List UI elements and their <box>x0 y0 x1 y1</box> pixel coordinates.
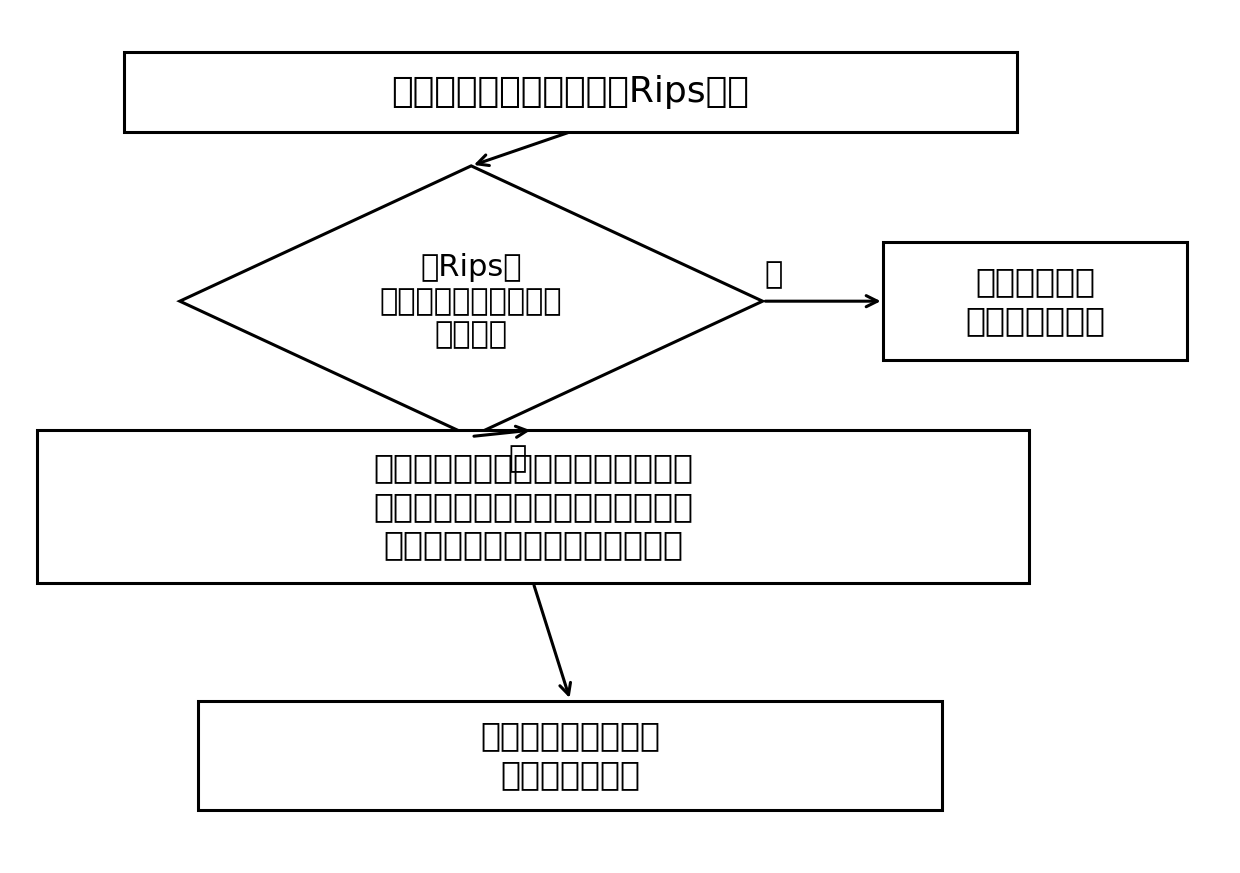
Text: 分别针对各个空洞，获得空洞分别相
对各个感知节点的最小跳数，作为该
空洞分别相对各个感知节点的权重: 分别针对各个空洞，获得空洞分别相 对各个感知节点的最小跳数，作为该 空洞分别相对… <box>373 451 693 561</box>
Bar <box>198 700 942 810</box>
Bar <box>124 52 1017 132</box>
Text: 针对无线传感器网络构建Rips复形: 针对无线传感器网络构建Rips复形 <box>392 75 749 108</box>
Bar <box>883 242 1188 360</box>
Text: 是: 是 <box>508 443 527 473</box>
Polygon shape <box>180 166 763 436</box>
Text: 否: 否 <box>764 260 782 290</box>
Text: 分别针对各个空洞，
完成空洞的修复: 分别针对各个空洞， 完成空洞的修复 <box>480 719 661 791</box>
Bar <box>37 430 1029 583</box>
Text: 无线传感器网
络空洞修复结束: 无线传感器网 络空洞修复结束 <box>966 265 1105 337</box>
Text: 对Rips复
形进行检测，判断是否
存在空洞: 对Rips复 形进行检测，判断是否 存在空洞 <box>379 253 563 349</box>
